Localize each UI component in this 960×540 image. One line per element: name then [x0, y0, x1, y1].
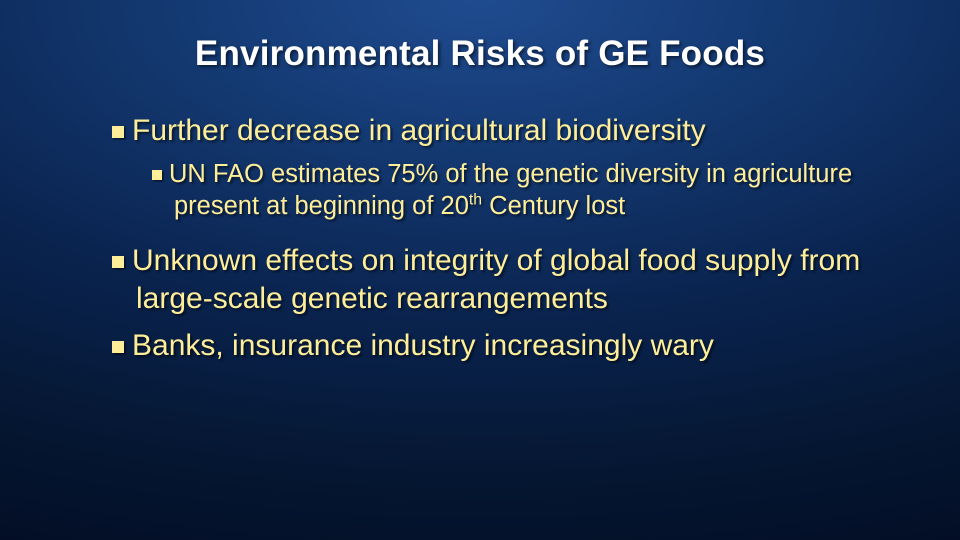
bullet-text: Banks, insurance industry increasingly w…: [132, 329, 714, 362]
bullet-text: Further decrease in agricultural biodive…: [132, 114, 706, 147]
slide-container: Environmental Risks of GE Foods Further …: [0, 0, 960, 540]
bullet-level1: Banks, insurance industry increasingly w…: [112, 327, 900, 364]
square-bullet-icon: [112, 126, 124, 138]
sub-bullet-group: UN FAO estimates 75% of the genetic dive…: [112, 159, 900, 222]
bullet-level1: Unknown effects on integrity of global f…: [112, 242, 900, 316]
square-bullet-icon: [152, 170, 162, 180]
slide-title: Environmental Risks of GE Foods: [60, 34, 900, 74]
bullet-level2: UN FAO estimates 75% of the genetic dive…: [152, 159, 900, 222]
superscript: th: [469, 191, 482, 208]
slide-content: Further decrease in agricultural biodive…: [60, 112, 900, 364]
bullet-text: Unknown effects on integrity of global f…: [132, 244, 860, 314]
square-bullet-icon: [112, 256, 124, 268]
square-bullet-icon: [112, 341, 124, 353]
bullet-level1: Further decrease in agricultural biodive…: [112, 112, 900, 149]
bullet-text-part2: Century lost: [482, 192, 625, 220]
